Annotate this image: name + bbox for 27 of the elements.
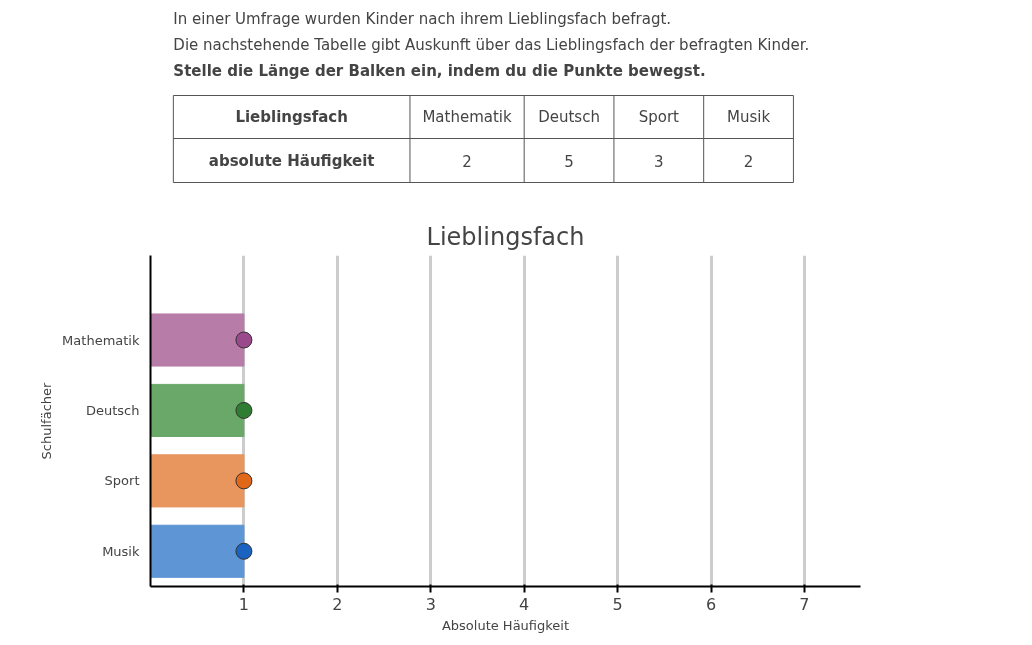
y-tick-label: Mathematik	[62, 332, 140, 348]
x-tick-label: 2	[332, 594, 343, 614]
x-axis-title: Absolute Häufigkeit	[441, 617, 570, 633]
y-tick-label: Sport	[104, 473, 140, 489]
category-label: Mathematik	[422, 108, 513, 126]
y-axis-title: Schulfächer	[39, 381, 55, 460]
x-tick-label: 1	[238, 594, 250, 614]
category-label: Musik	[726, 108, 771, 126]
category-label: Sport	[638, 108, 680, 126]
data-label: 2	[462, 152, 472, 171]
text: In einer Umfrage wurden Kinder nach ihrem Lieblingsfach befragt.	[173, 9, 672, 28]
text: absolute Häufigkeit	[208, 151, 375, 170]
data-label: 2	[743, 152, 754, 171]
x-tick-label: 4	[519, 594, 530, 614]
category-label: Deutsch	[538, 108, 600, 126]
y-tick-label: Musik	[102, 543, 140, 559]
x-tick-label: 5	[612, 594, 623, 614]
x-tick-label: 3	[425, 594, 436, 614]
data-label: 3	[654, 152, 664, 171]
text: Lieblingsfach	[235, 108, 348, 126]
text: Stelle die Länge der Balken ein, indem du die Punkte bewegst.	[173, 61, 706, 80]
data-label: 5	[564, 152, 574, 171]
y-tick-label: Deutsch	[86, 402, 140, 418]
x-tick-label: 6	[705, 594, 717, 614]
x-tick-label: 7	[799, 594, 810, 614]
text: Die nachstehende Tabelle gibt Auskunft über das Lieblingsfach der befragten Kinder.	[173, 35, 810, 54]
chart-title: Lieblingsfach	[426, 222, 585, 251]
